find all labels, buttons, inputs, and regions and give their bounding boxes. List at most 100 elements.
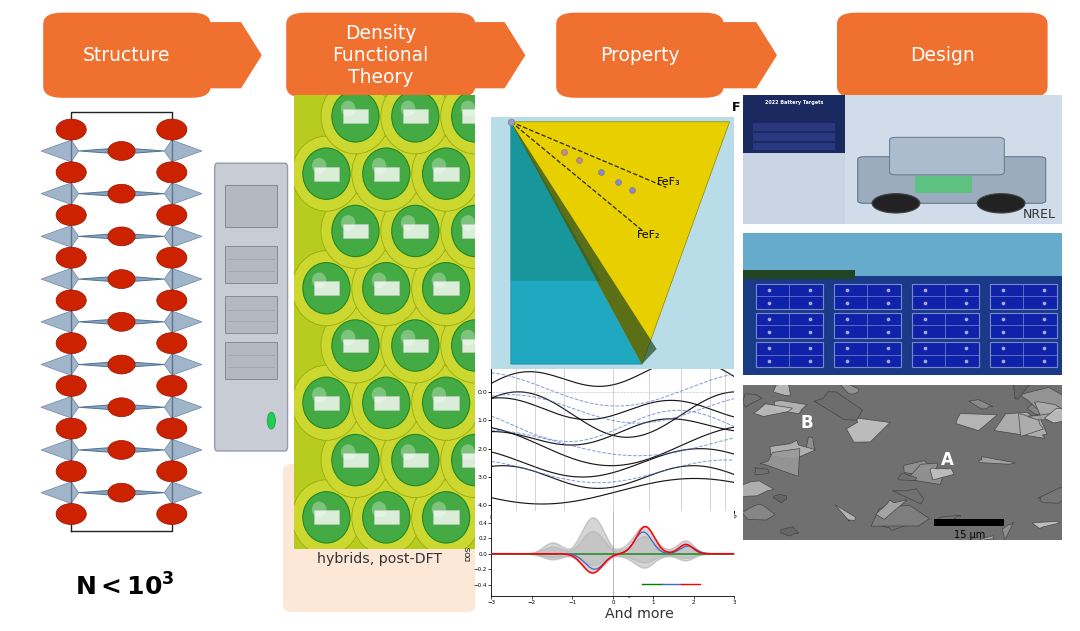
Bar bbox=[226, 341, 278, 379]
Circle shape bbox=[411, 136, 481, 211]
Circle shape bbox=[341, 215, 355, 231]
Circle shape bbox=[312, 387, 326, 403]
Polygon shape bbox=[193, 22, 261, 88]
Bar bbox=[845, 95, 1062, 224]
Polygon shape bbox=[978, 457, 1015, 464]
Circle shape bbox=[401, 330, 416, 346]
Polygon shape bbox=[743, 394, 762, 407]
Circle shape bbox=[56, 290, 86, 311]
Circle shape bbox=[432, 502, 446, 517]
Bar bbox=[462, 224, 488, 238]
Circle shape bbox=[872, 194, 920, 213]
Polygon shape bbox=[980, 536, 994, 540]
Circle shape bbox=[451, 205, 499, 257]
Polygon shape bbox=[904, 461, 933, 474]
Bar bbox=[743, 95, 845, 153]
Circle shape bbox=[392, 320, 438, 371]
Circle shape bbox=[352, 480, 421, 555]
Polygon shape bbox=[164, 439, 202, 461]
Circle shape bbox=[363, 148, 410, 199]
FancyBboxPatch shape bbox=[890, 138, 1004, 175]
Bar bbox=[313, 510, 339, 524]
Bar bbox=[753, 143, 836, 150]
Circle shape bbox=[157, 333, 187, 353]
Polygon shape bbox=[897, 473, 917, 481]
Circle shape bbox=[441, 308, 510, 383]
Bar bbox=[462, 453, 488, 467]
Polygon shape bbox=[969, 399, 994, 409]
Circle shape bbox=[372, 158, 387, 174]
Polygon shape bbox=[770, 440, 815, 459]
Circle shape bbox=[392, 205, 438, 257]
Circle shape bbox=[56, 162, 86, 183]
Circle shape bbox=[56, 247, 86, 268]
Polygon shape bbox=[1013, 382, 1029, 399]
Circle shape bbox=[157, 461, 187, 482]
Bar bbox=[433, 281, 459, 295]
Circle shape bbox=[341, 444, 355, 460]
Circle shape bbox=[108, 141, 135, 160]
Text: FeF₃: FeF₃ bbox=[657, 177, 680, 187]
Circle shape bbox=[352, 251, 421, 326]
Circle shape bbox=[401, 215, 416, 231]
Polygon shape bbox=[882, 523, 908, 531]
Bar bbox=[226, 245, 278, 283]
Circle shape bbox=[157, 204, 187, 225]
Circle shape bbox=[441, 423, 510, 498]
Polygon shape bbox=[930, 468, 954, 480]
Bar bbox=[313, 396, 339, 410]
Polygon shape bbox=[708, 22, 777, 88]
Circle shape bbox=[332, 91, 379, 142]
Circle shape bbox=[341, 100, 355, 116]
Circle shape bbox=[108, 184, 135, 203]
Bar bbox=[374, 167, 399, 180]
Circle shape bbox=[56, 119, 86, 140]
Circle shape bbox=[363, 262, 410, 314]
Polygon shape bbox=[511, 122, 657, 364]
Circle shape bbox=[422, 148, 470, 199]
Circle shape bbox=[332, 205, 379, 257]
Polygon shape bbox=[79, 362, 164, 368]
Y-axis label: DOS: DOS bbox=[465, 546, 471, 561]
Circle shape bbox=[381, 308, 449, 383]
Circle shape bbox=[401, 444, 416, 460]
Bar bbox=[403, 224, 428, 238]
Circle shape bbox=[292, 365, 361, 440]
Polygon shape bbox=[41, 396, 79, 418]
Circle shape bbox=[302, 148, 350, 199]
Bar bbox=[934, 519, 1004, 526]
Circle shape bbox=[432, 158, 446, 174]
Point bbox=[570, 155, 588, 165]
Polygon shape bbox=[41, 439, 79, 461]
Polygon shape bbox=[1022, 387, 1076, 415]
Polygon shape bbox=[814, 392, 863, 420]
Circle shape bbox=[108, 398, 135, 416]
Circle shape bbox=[321, 308, 390, 383]
Circle shape bbox=[108, 312, 135, 331]
Circle shape bbox=[302, 377, 350, 428]
Circle shape bbox=[441, 79, 510, 154]
Polygon shape bbox=[1018, 414, 1043, 437]
FancyBboxPatch shape bbox=[837, 13, 1048, 98]
Circle shape bbox=[321, 423, 390, 498]
Polygon shape bbox=[164, 268, 202, 290]
Circle shape bbox=[157, 290, 187, 311]
Circle shape bbox=[352, 136, 421, 211]
Circle shape bbox=[108, 440, 135, 459]
Circle shape bbox=[411, 251, 481, 326]
Polygon shape bbox=[994, 412, 1048, 439]
Polygon shape bbox=[41, 353, 79, 375]
Bar bbox=[313, 167, 339, 180]
Circle shape bbox=[461, 330, 475, 346]
Text: $\mathbf{N < 10^3}$: $\mathbf{N < 10^3}$ bbox=[75, 574, 174, 601]
Circle shape bbox=[56, 204, 86, 225]
Circle shape bbox=[56, 375, 86, 396]
Bar bbox=[342, 453, 368, 467]
Polygon shape bbox=[781, 527, 799, 536]
Bar bbox=[374, 396, 399, 410]
Circle shape bbox=[401, 100, 416, 116]
Polygon shape bbox=[1028, 413, 1055, 420]
Bar bbox=[433, 510, 459, 524]
Polygon shape bbox=[457, 22, 525, 88]
Text: NREL: NREL bbox=[1023, 208, 1055, 221]
